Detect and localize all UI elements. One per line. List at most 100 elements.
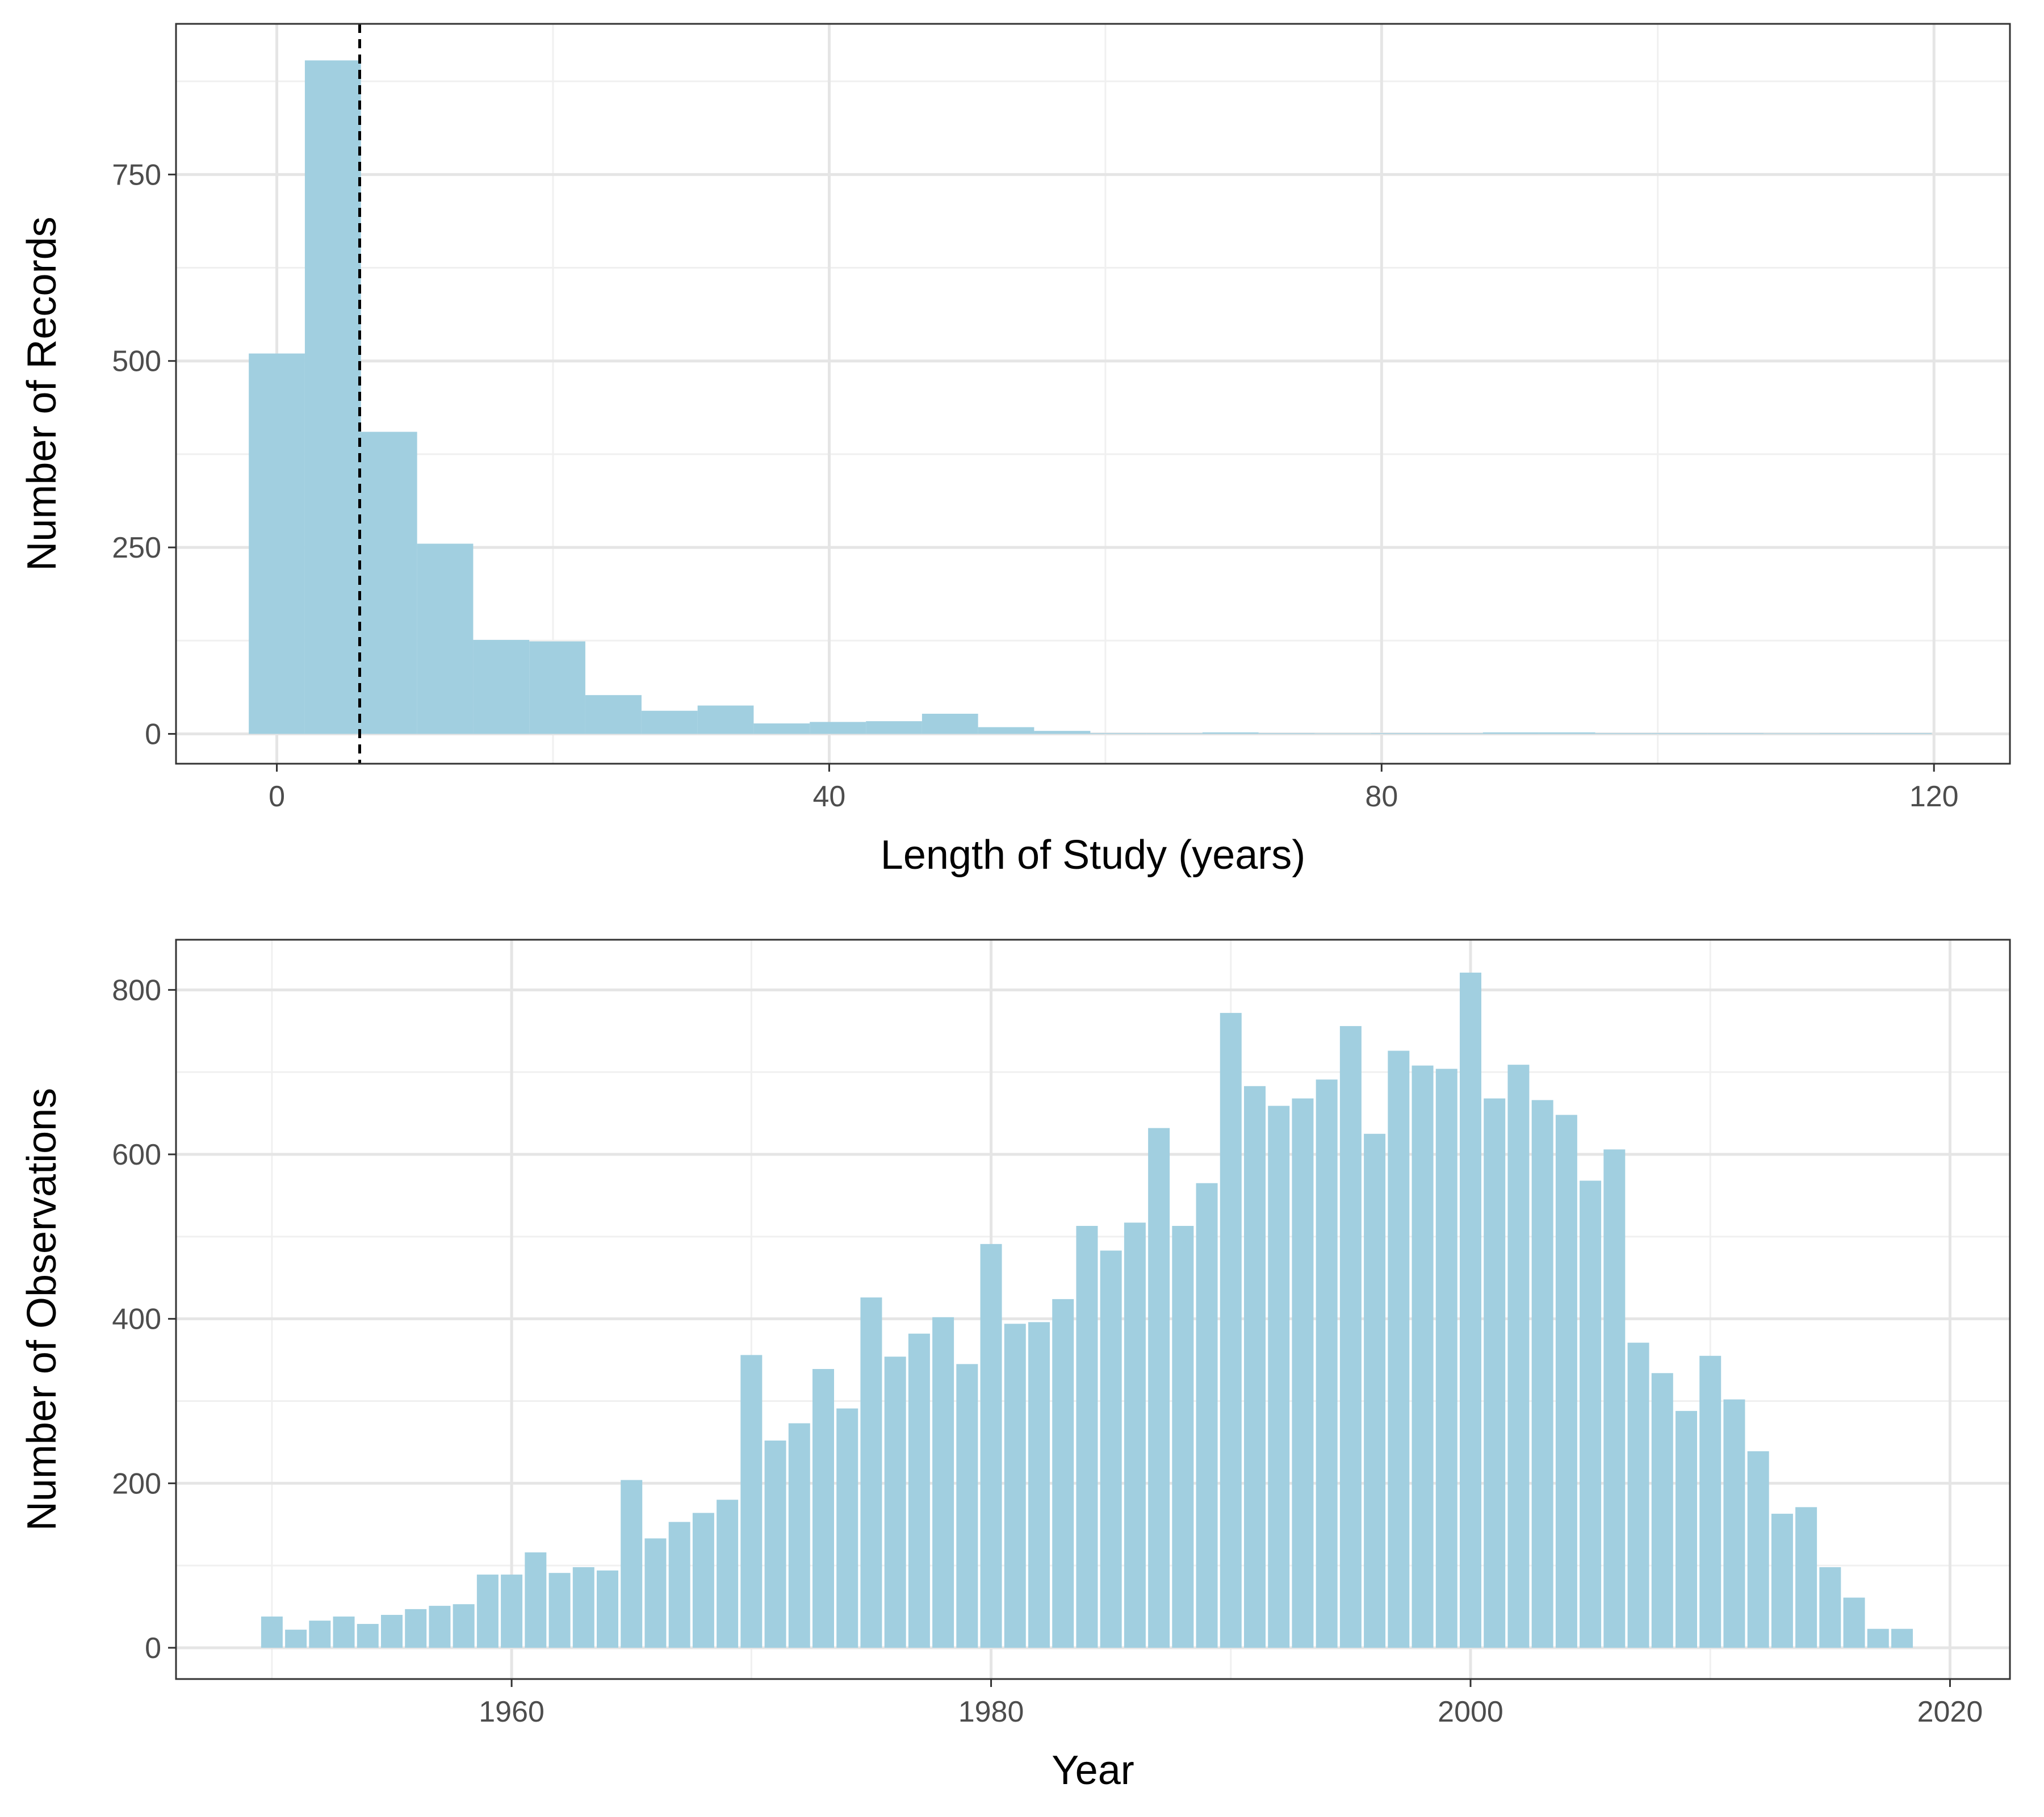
year-bar [717,1500,739,1648]
year-bar [1220,1012,1242,1648]
histogram-bar [1875,733,1932,734]
histogram-bar [1146,733,1203,734]
y-tick-label: 400 [112,1303,161,1336]
year-bar [884,1357,906,1648]
year-bar [1339,1026,1362,1648]
year-bar [1867,1628,1889,1648]
year-bar [1795,1507,1817,1648]
year-bar [740,1355,763,1648]
year-bar [1411,1065,1434,1648]
histogram-bars [249,60,1932,734]
year-bar [333,1616,355,1648]
year-bar [932,1317,954,1648]
histogram-bar [1595,733,1652,734]
histogram-bar [1707,733,1764,734]
axis-ticks: 1960 1980 2000 2020 0 200 400 600 800 [112,974,1983,1728]
histogram-bar [1314,733,1371,734]
year-bar [261,1616,283,1648]
x-tick-label: 120 [1909,780,1959,813]
year-bar [1100,1250,1122,1648]
histogram-bar [361,432,417,734]
year-bar [1052,1299,1074,1648]
histogram-bar [304,60,361,734]
year-bar [1507,1065,1530,1648]
histogram-bar [1764,733,1820,734]
year-bar [621,1480,643,1648]
histogram-bar [1258,733,1315,734]
year-bar [1531,1100,1553,1648]
year-bar [1555,1115,1577,1648]
year-bar [980,1244,1002,1648]
y-tick-label: 500 [112,345,161,378]
year-bar [1699,1355,1722,1648]
y-tick-label: 0 [145,1632,161,1665]
year-bar [644,1538,667,1648]
y-axis-title: Number of Observations [19,1088,65,1531]
y-tick-label: 200 [112,1467,161,1500]
histogram-bar [417,543,474,734]
year-bar [764,1441,786,1648]
histogram-bar [1371,733,1427,734]
year-bar [309,1621,331,1648]
year-bar [1627,1342,1649,1648]
y-tick-label: 250 [112,531,161,564]
year-bar [548,1573,571,1648]
panel-border [175,939,2011,1680]
year-bar [1364,1133,1386,1648]
year-bar [1819,1567,1841,1648]
year-bar [1843,1597,1865,1648]
year-bar [1460,972,1481,1648]
y-tick-label: 750 [112,158,161,191]
x-tick-label: 40 [813,780,846,813]
x-tick-label: 1980 [958,1695,1024,1728]
observations-per-year-bar-chart: 1960 1980 2000 2020 0 200 400 600 800 Year Numbe… [19,939,2011,1793]
length-of-study-histogram: 0 40 80 120 0 250 500 750 Length of Study (year… [19,23,2011,878]
histogram-bar [922,713,978,734]
year-bar [1244,1086,1266,1648]
histogram-bar [1651,733,1708,734]
year-bar [525,1552,547,1648]
year-bar [572,1567,594,1648]
year-bar [1771,1513,1793,1648]
panel-border [175,23,2011,765]
histogram-bar [1090,733,1147,734]
x-tick-label: 80 [1365,780,1398,813]
year-bar [405,1609,427,1648]
year-bar [1747,1451,1769,1648]
year-bar [1316,1079,1338,1648]
year-bar [1196,1183,1218,1648]
year-bar [788,1423,810,1648]
histogram-bar [1034,731,1091,734]
y-axis-title: Number of Records [19,216,65,571]
histogram-bar [529,641,585,734]
histogram-bar [473,639,530,734]
year-bar [956,1364,978,1648]
y-tick-label: 600 [112,1138,161,1171]
year-bar [908,1333,930,1648]
year-bar [429,1606,451,1648]
year-bars [261,972,1913,1648]
histogram-bar [866,721,922,734]
histogram-bar [978,727,1034,734]
histogram-bar [1427,733,1483,734]
year-bar [1148,1128,1170,1648]
histogram-bar [1202,732,1259,734]
histogram-bar [249,353,305,734]
year-bar [1603,1149,1626,1648]
year-bar [1435,1069,1457,1648]
year-bar [1891,1628,1913,1648]
histogram-bar [1819,733,1876,734]
x-tick-label: 2020 [1917,1695,1983,1728]
year-bar [1723,1399,1745,1648]
year-bar [453,1604,475,1648]
year-bar [1651,1373,1673,1648]
x-tick-label: 2000 [1438,1695,1503,1728]
axis-ticks: 0 40 80 120 0 250 500 750 [112,158,1958,813]
year-bar [1484,1098,1506,1648]
year-bar [476,1575,499,1648]
year-bar [1124,1223,1146,1648]
year-bar [285,1630,307,1648]
year-bar [1028,1322,1050,1648]
x-tick-label: 1960 [479,1695,544,1728]
histogram-bar [697,705,754,734]
